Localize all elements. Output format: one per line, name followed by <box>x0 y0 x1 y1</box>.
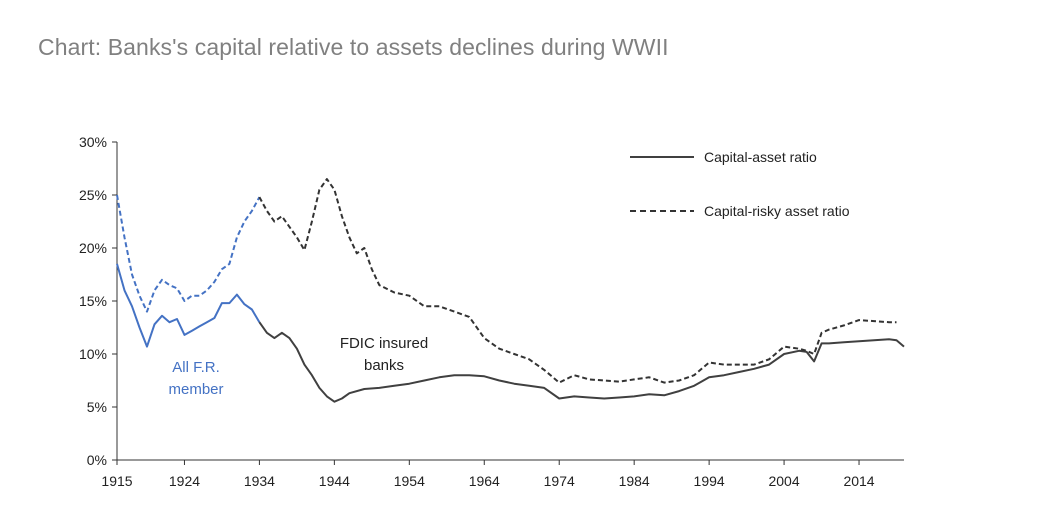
y-ticks: 0% 5% 10% 15% 20% 25% 30% <box>79 134 117 468</box>
chart-title: Chart: Banks's capital relative to asset… <box>38 34 669 60</box>
x-tick-label: 1924 <box>169 473 200 489</box>
capital-risky-asset-line <box>258 178 897 384</box>
legend: Capital-asset ratio Capital-risky asset … <box>630 149 850 219</box>
y-tick-label: 30% <box>79 134 107 150</box>
x-tick-label: 1984 <box>619 473 650 489</box>
capital-asset-line <box>116 263 261 348</box>
x-tick-label: 1915 <box>101 473 132 489</box>
y-tick-label: 20% <box>79 240 107 256</box>
legend-label-capital-asset: Capital-asset ratio <box>704 149 817 165</box>
legend-label-capital-risky: Capital-risky asset ratio <box>704 203 850 219</box>
capital-risky-asset-line <box>116 194 261 313</box>
annotations: All F.R. member FDIC insured banks <box>168 335 428 398</box>
y-tick-label: 0% <box>87 452 107 468</box>
x-tick-label: 2004 <box>768 473 799 489</box>
y-tick-label: 15% <box>79 293 107 309</box>
x-tick-label: 1944 <box>319 473 350 489</box>
capital-asset-line <box>258 321 905 403</box>
x-tick-label: 1964 <box>469 473 500 489</box>
x-tick-label: 1954 <box>394 473 425 489</box>
chart-axes <box>116 142 904 461</box>
annotation-fdic-line1: FDIC insured <box>340 335 428 352</box>
x-ticks: 1915 1924 1934 1944 1954 1964 1974 1984 1994 2004… <box>101 460 875 489</box>
annotation-fr-member-line2: member <box>168 381 223 398</box>
y-tick-label: 5% <box>87 399 107 415</box>
annotation-fr-member-line1: All F.R. <box>172 359 220 376</box>
y-tick-label: 10% <box>79 346 107 362</box>
x-tick-label: 1974 <box>544 473 575 489</box>
annotation-fdic-line2: banks <box>364 357 404 374</box>
series-lines <box>116 178 905 403</box>
x-tick-label: 1934 <box>244 473 275 489</box>
x-tick-label: 1994 <box>694 473 725 489</box>
x-tick-label: 2014 <box>843 473 874 489</box>
y-tick-label: 25% <box>79 187 107 203</box>
